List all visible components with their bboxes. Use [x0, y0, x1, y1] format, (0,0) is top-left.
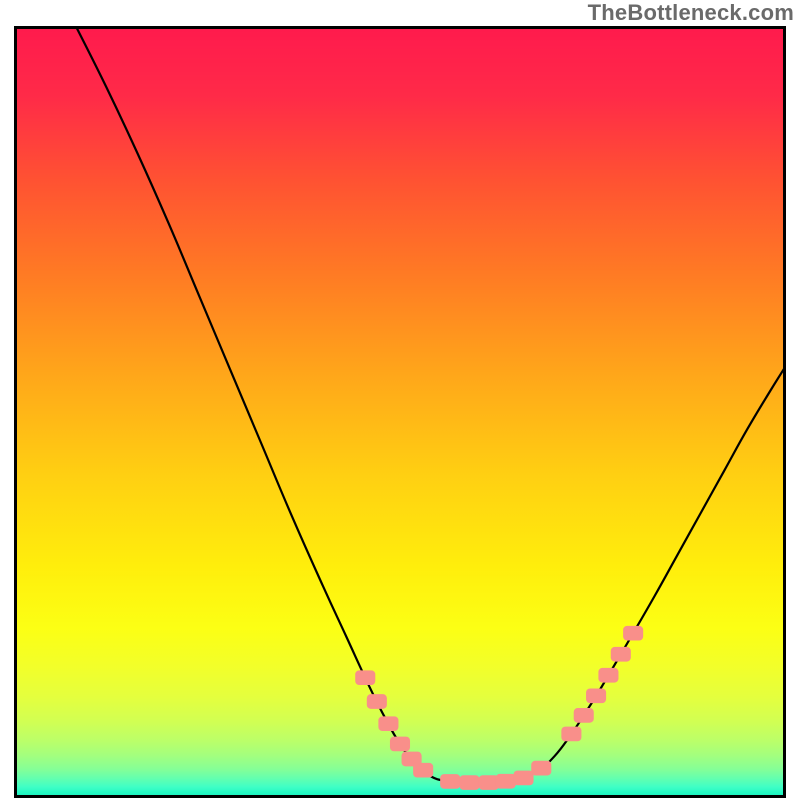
- curve-marker: [598, 668, 618, 683]
- figure-root: TheBottleneck.com: [0, 0, 800, 800]
- curve-marker: [586, 688, 606, 703]
- plot-svg: [14, 26, 786, 798]
- curve-marker: [355, 670, 375, 685]
- curve-marker: [531, 761, 551, 776]
- curve-marker: [623, 626, 643, 641]
- curve-marker: [459, 775, 479, 790]
- curve-marker: [561, 727, 581, 742]
- curve-marker: [574, 708, 594, 723]
- curve-marker: [496, 774, 516, 789]
- curve-marker: [413, 763, 433, 778]
- curve-marker: [440, 774, 460, 789]
- curve-marker: [390, 737, 410, 752]
- curve-marker: [611, 647, 631, 662]
- curve-marker: [513, 771, 533, 786]
- curve-marker: [378, 716, 398, 731]
- plot-area: [14, 26, 786, 798]
- attribution-label: TheBottleneck.com: [588, 0, 794, 26]
- gradient-background: [14, 26, 786, 798]
- curve-marker: [367, 694, 387, 709]
